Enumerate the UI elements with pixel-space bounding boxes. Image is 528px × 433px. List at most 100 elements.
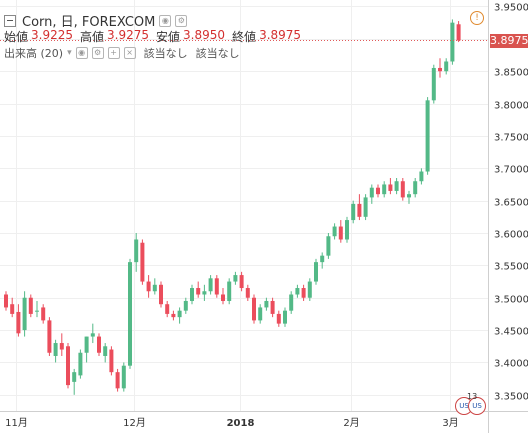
candle-body xyxy=(109,349,114,373)
x-tick-label: 12月 xyxy=(123,417,146,429)
candle-body xyxy=(47,320,52,353)
candle-body xyxy=(128,262,132,366)
low-value: 3.8950 xyxy=(183,28,226,42)
candle-body xyxy=(115,372,120,389)
candle-body xyxy=(425,100,430,172)
candles xyxy=(4,19,461,395)
grid xyxy=(0,0,488,411)
candle-body xyxy=(78,352,83,376)
candle-body xyxy=(140,242,145,282)
candle-body xyxy=(233,275,238,282)
candle-body xyxy=(301,288,306,298)
chevron-down-icon[interactable]: ▾ xyxy=(67,48,72,58)
candle-body xyxy=(41,307,46,321)
candle-body xyxy=(177,310,182,318)
eye-icon[interactable]: ◉ xyxy=(75,47,88,59)
y-tick-label: 3.4500 xyxy=(494,327,528,338)
volume-na-1: 該当なし xyxy=(143,47,188,60)
candle-body xyxy=(314,262,318,282)
candle-body xyxy=(289,294,294,311)
candle-body xyxy=(53,343,58,356)
candle-body xyxy=(10,304,15,314)
candle-body xyxy=(295,288,300,295)
symbol-title[interactable]: Corn, 日, FOREXCOM xyxy=(22,15,156,30)
plus-icon[interactable]: + xyxy=(107,47,120,59)
candle-body xyxy=(165,304,170,314)
candle-body xyxy=(183,300,188,311)
settings-icon[interactable]: ⚙ xyxy=(175,14,188,27)
candle-body xyxy=(338,226,343,240)
candle-body xyxy=(84,336,89,353)
y-tick-label: 3.9500 xyxy=(494,3,528,14)
high-label: 高値 xyxy=(80,30,105,44)
candle-body xyxy=(196,288,201,295)
candle-body xyxy=(152,284,157,292)
symbol-row: Corn, 日, FOREXCOM ◉ ⚙ xyxy=(4,11,188,30)
candle-body xyxy=(208,278,213,292)
candle-body xyxy=(456,24,461,41)
candle-body xyxy=(59,343,64,350)
settings-icon[interactable]: ⚙ xyxy=(91,47,104,59)
alert-icon[interactable]: ! xyxy=(470,11,484,25)
collapse-legend-icon[interactable] xyxy=(4,14,16,27)
volume-row: 出来高 (20) ▾ ◉ ⚙ + × 該当なし 該当なし xyxy=(4,45,240,61)
candle-body xyxy=(121,365,126,389)
candle-body xyxy=(431,67,436,101)
candle-body xyxy=(72,372,77,382)
close-value: 3.8975 xyxy=(259,28,302,42)
x-tick-label: 2018 xyxy=(227,418,255,429)
x-tick-label: 3月 xyxy=(442,417,458,429)
candle-body xyxy=(332,226,337,237)
y-tick-label: 3.5500 xyxy=(494,262,528,273)
candle-body xyxy=(307,281,312,298)
candle-body xyxy=(400,181,405,198)
candle-body xyxy=(159,284,163,305)
candle-body xyxy=(4,294,8,308)
candle-body xyxy=(363,197,368,217)
candle-body xyxy=(413,181,418,195)
candle-body xyxy=(171,313,176,318)
x-tick-label: 2月 xyxy=(343,417,359,429)
open-label: 始値 xyxy=(4,30,29,44)
last-price-tag: 3.8975 xyxy=(490,33,528,48)
close-label: 終値 xyxy=(232,30,257,44)
event-flag-icon[interactable]: US xyxy=(468,397,486,415)
candle-body xyxy=(264,300,269,308)
candle-body xyxy=(326,236,331,256)
y-tick-label: 3.6000 xyxy=(494,230,528,241)
candle-body xyxy=(382,184,387,195)
eye-icon[interactable]: ◉ xyxy=(159,14,172,27)
y-tick-label: 3.8500 xyxy=(494,68,528,79)
candle-body xyxy=(419,171,424,182)
candle-body xyxy=(444,61,449,72)
candle-body xyxy=(66,346,70,386)
candle-body xyxy=(245,288,250,298)
candle-body xyxy=(134,239,139,263)
volume-na-2: 該当なし xyxy=(195,47,240,60)
candle-body xyxy=(320,255,325,263)
y-tick-label: 3.6500 xyxy=(494,198,528,209)
candle-body xyxy=(239,275,244,289)
candle-body xyxy=(357,203,362,217)
candle-body xyxy=(270,300,275,314)
close-icon[interactable]: × xyxy=(123,47,136,59)
candle-body xyxy=(190,288,194,301)
candle-body xyxy=(450,22,455,62)
candle-body xyxy=(252,297,256,321)
candle-body xyxy=(388,184,393,191)
volume-label[interactable]: 出来高 (20) xyxy=(4,47,64,60)
ohlc-row: 始値 3.9225 高値 3.9275 安値 3.8950 終値 3.8975 xyxy=(4,28,305,45)
candle-body xyxy=(258,307,263,321)
candle-body xyxy=(35,310,39,312)
candle-body xyxy=(276,313,281,324)
candle-body xyxy=(407,194,411,198)
y-tick-label: 3.8000 xyxy=(494,101,528,112)
candle-body xyxy=(394,181,399,191)
candle-body xyxy=(376,187,380,195)
candle-body xyxy=(283,310,287,324)
open-value: 3.9225 xyxy=(31,28,74,42)
y-tick-label: 3.7000 xyxy=(494,165,528,176)
y-tick-label: 3.4000 xyxy=(494,359,528,370)
x-tick-label: 11月 xyxy=(5,417,28,429)
